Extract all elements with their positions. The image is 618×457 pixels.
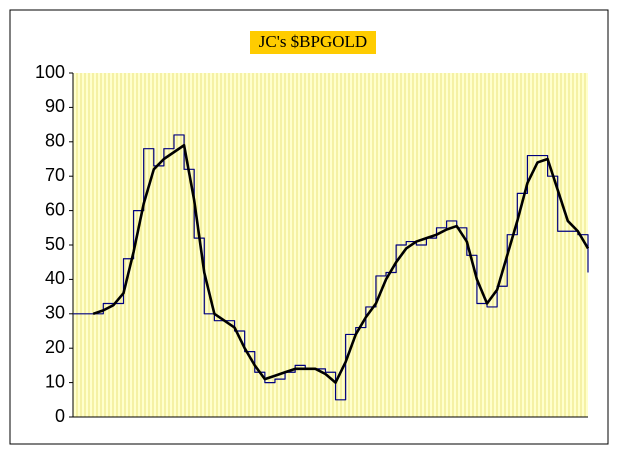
y-tick-label: 60 [45, 199, 65, 219]
y-tick-label: 20 [45, 337, 65, 357]
y-tick-label: 100 [35, 62, 65, 82]
plot-area [73, 73, 588, 417]
y-tick-label: 0 [55, 406, 65, 426]
chart-title: JC's $BPGOLD [259, 32, 367, 51]
title-box [250, 31, 376, 54]
y-tick-label: 90 [45, 96, 65, 116]
y-tick-label: 10 [45, 371, 65, 391]
vertical-grid [76, 73, 586, 417]
y-tick-label: 40 [45, 268, 65, 288]
y-tick-label: 80 [45, 131, 65, 151]
y-tick-label: 70 [45, 165, 65, 185]
y-tick-label: 50 [45, 234, 65, 254]
y-tick-label: 30 [45, 303, 65, 323]
series-line [92, 143, 590, 384]
